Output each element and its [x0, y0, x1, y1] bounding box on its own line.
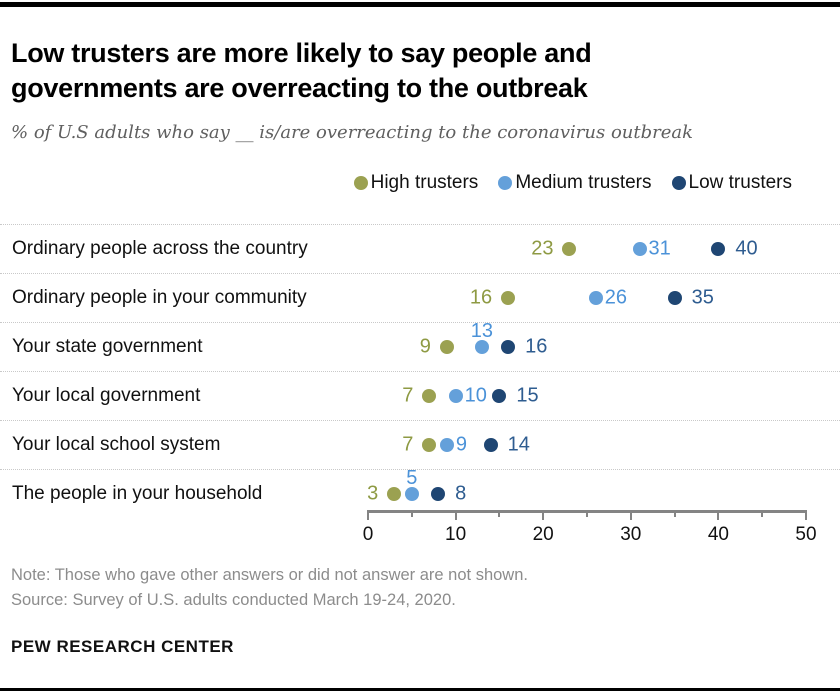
legend-label: High trusters [370, 172, 479, 193]
data-point-dot [422, 438, 437, 452]
axis-tick [717, 510, 720, 520]
data-point-value: 7 [402, 433, 414, 456]
chart-title: Low trusters are more likely to say peop… [11, 36, 791, 106]
axis-tick [629, 510, 632, 520]
data-point-value: 16 [469, 286, 493, 309]
axis-tick-label: 30 [620, 524, 642, 545]
axis-tick [586, 510, 588, 517]
data-point-dot [387, 487, 402, 501]
data-point-dot [501, 291, 516, 305]
axis-tick [542, 510, 545, 520]
data-point-value: 5 [406, 467, 418, 489]
axis-tick [673, 510, 676, 517]
category-label: Your local school system [12, 434, 221, 455]
category-label: Ordinary people in your community [12, 287, 307, 308]
data-point-dot [448, 389, 463, 403]
axis-tick [367, 510, 369, 520]
chart-title-line-2: governments are overreacting to the outb… [11, 73, 588, 103]
data-point-dot [492, 389, 507, 403]
axis-tick-label: 10 [445, 524, 467, 545]
data-point-dot [474, 340, 489, 354]
data-point-dot [431, 487, 446, 501]
data-point-dot [439, 438, 454, 452]
data-point-value: 9 [419, 335, 431, 358]
legend-dot-icon [671, 176, 686, 190]
data-point-dot [439, 340, 454, 354]
axis-tick-label: 50 [795, 524, 817, 545]
top-rule [0, 2, 840, 7]
axis-tick [498, 510, 501, 517]
chart-row: Ordinary people across the country 23 31 40 [0, 224, 840, 273]
category-label: Your local government [12, 385, 201, 406]
chart-title-line-1: Low trusters are more likely to say peop… [11, 38, 592, 68]
data-point-value: 35 [691, 286, 714, 309]
data-point-value: 3 [367, 482, 379, 505]
axis-tick-label: 0 [362, 524, 374, 545]
data-point-value: 15 [516, 384, 539, 407]
data-point-dot [711, 242, 726, 256]
data-point-dot [588, 291, 603, 305]
legend-dot-icon [498, 176, 513, 190]
category-label: Ordinary people across the country [12, 238, 308, 259]
legend-label: Medium trusters [515, 172, 652, 193]
legend-label: Low trusters [688, 172, 792, 193]
axis-tick-label: 40 [707, 524, 729, 545]
legend-dot-icon [353, 176, 368, 190]
legend-item-medium-trusters: Medium trusters [498, 172, 652, 194]
legend-item-high-trusters: High trusters [353, 172, 479, 194]
data-point-dot [404, 487, 419, 501]
data-point-value: 7 [402, 384, 414, 407]
axis-tick [454, 510, 457, 520]
x-axis: 0 10 20 30 40 50 [363, 510, 817, 550]
axis-tick [805, 510, 807, 520]
data-point-value: 40 [735, 237, 758, 260]
data-point-dot [667, 291, 682, 305]
data-point-value: 8 [455, 482, 467, 505]
legend-item-low-trusters: Low trusters [671, 172, 792, 194]
chart-row: Your local government 7 10 15 [0, 371, 840, 420]
data-point-value: 26 [604, 286, 627, 309]
axis-tick-label: 20 [532, 524, 554, 545]
data-point-dot [422, 389, 437, 403]
category-label: Your state government [12, 336, 203, 357]
chart-legend: High trusters Medium trusters Low trusters [353, 172, 792, 194]
chart-rows: Ordinary people across the country 23 31 40… [0, 224, 840, 518]
source-text: Source: Survey of U.S. adults conducted … [11, 591, 456, 609]
bottom-rule [0, 688, 840, 691]
chart-row: Your local school system 7 9 14 [0, 420, 840, 469]
data-point-value: 16 [525, 335, 548, 358]
axis-tick [761, 510, 764, 517]
data-point-value: 31 [648, 237, 671, 260]
category-label: The people in your household [12, 483, 263, 504]
data-point-dot [483, 438, 498, 452]
brand-text: PEW RESEARCH CENTER [11, 637, 234, 656]
data-point-value: 23 [531, 237, 554, 260]
data-point-dot [562, 242, 577, 256]
data-point-dot [632, 242, 647, 256]
data-point-value: 10 [464, 384, 487, 407]
chart-row: Ordinary people in your community 16 26 35 [0, 273, 840, 322]
note-text: Note: Those who gave other answers or di… [11, 566, 528, 584]
data-point-value: 14 [507, 433, 530, 456]
chart-row: Your state government 9 13 16 [0, 320, 840, 371]
data-point-value: 13 [470, 320, 493, 342]
chart-subtitle: % of U.S adults who say __ is/are overre… [11, 122, 694, 143]
chart-row: The people in your household 3 5 8 [0, 467, 840, 518]
axis-tick [410, 510, 413, 517]
data-point-dot [501, 340, 516, 354]
data-point-value: 9 [455, 433, 467, 456]
